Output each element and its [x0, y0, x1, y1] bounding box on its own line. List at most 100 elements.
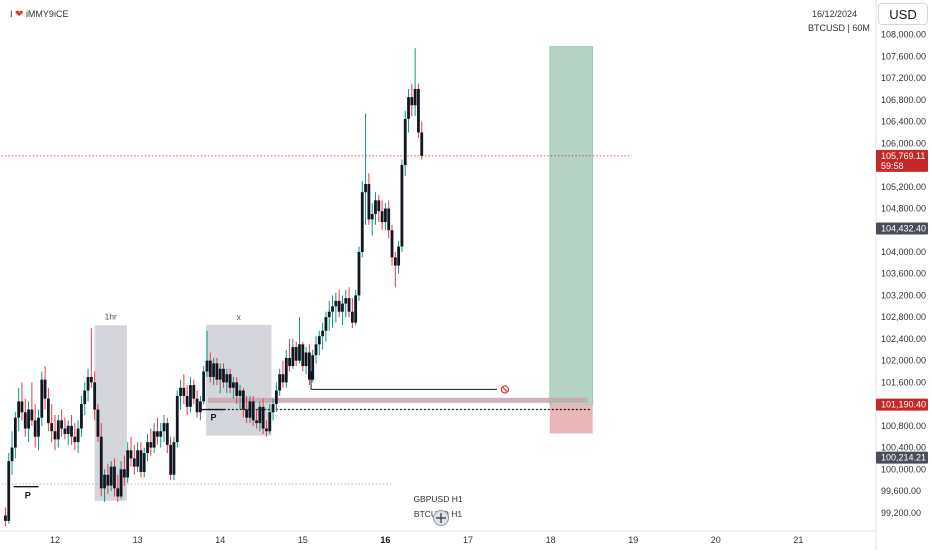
position-tool[interactable] — [549, 46, 594, 434]
candle-body — [255, 420, 258, 424]
candle-body — [113, 466, 116, 489]
candle-body — [281, 374, 285, 383]
currency-button[interactable]: USD — [878, 3, 928, 25]
y-tick-label: 104,800.00 — [881, 204, 926, 214]
candle-body — [86, 376, 90, 391]
candle-body — [185, 395, 189, 407]
price-tag — [876, 398, 928, 411]
candle-body — [238, 390, 242, 396]
candle-body — [182, 387, 186, 396]
candle-body — [268, 412, 272, 432]
candle-body — [311, 355, 315, 380]
candle-body — [291, 347, 295, 367]
candle-body — [139, 450, 143, 473]
candle-body — [169, 444, 173, 475]
candle-body — [374, 200, 377, 214]
candle-body — [377, 200, 381, 212]
annotations-layer: 1hr x P P — [25, 311, 242, 500]
candle-body — [20, 401, 24, 413]
candle-body — [390, 230, 394, 258]
candle-body — [284, 357, 288, 383]
x-tick-label: 12 — [50, 535, 60, 545]
candle-body — [89, 376, 93, 383]
candle-body — [212, 363, 215, 377]
y-tick-label: 102,400.00 — [881, 334, 926, 344]
candle-body — [80, 404, 83, 429]
brand-prefix: I — [10, 9, 13, 19]
candle-body — [274, 390, 278, 405]
x-tick-label: 14 — [215, 535, 225, 545]
candle-body — [93, 382, 97, 410]
x-tick-label: 18 — [546, 535, 556, 545]
candle-body — [198, 401, 202, 413]
y-axis[interactable]: 108,000.00 107,600.00 107,200.00 106,800.00… — [875, 0, 926, 550]
candle-body — [294, 347, 298, 361]
brand-name: iMMY9iCE — [25, 9, 69, 19]
candle-body — [136, 450, 139, 467]
candle-body — [344, 298, 348, 304]
y-tick-label: 106,800.00 — [881, 95, 926, 105]
candle-body — [258, 406, 262, 424]
candle-body — [317, 336, 321, 345]
candle-body — [56, 420, 60, 440]
candle-body — [334, 300, 338, 307]
candle-body — [225, 374, 229, 383]
y-tick-label: 103,600.00 — [881, 269, 926, 279]
y-tick-label: 103,200.00 — [881, 290, 926, 300]
candle-body — [384, 208, 387, 223]
chart-date: 16/12/2024 — [812, 9, 858, 19]
candle-body — [202, 371, 206, 402]
candle-body — [103, 474, 106, 489]
candle-body — [156, 431, 159, 437]
candle-body — [407, 97, 410, 119]
candle-body — [119, 469, 123, 497]
x-tick-label: 15 — [298, 535, 308, 545]
candle-body — [324, 317, 328, 331]
candle-body — [232, 382, 235, 388]
symbol-timeframe: BTCUSD | 60M — [808, 23, 870, 33]
candle-body — [304, 352, 308, 367]
candle-body — [53, 431, 57, 440]
candle-body — [241, 390, 245, 410]
candles-layer — [4, 48, 424, 527]
candle-body — [10, 447, 14, 462]
profit-zone[interactable] — [549, 46, 594, 406]
candle-body — [265, 428, 268, 432]
candle-body — [410, 97, 414, 106]
candle-body — [142, 453, 146, 473]
candle-body — [341, 303, 344, 312]
candle-body — [413, 88, 417, 106]
candle-body — [350, 311, 354, 323]
candle-body — [43, 379, 47, 399]
candle-body — [146, 442, 149, 453]
candle-body — [327, 311, 331, 318]
price-tag-sublabel: 59:58 — [881, 161, 904, 171]
price-tag-label: 105,769.11 — [881, 151, 925, 161]
resistance-band — [207, 397, 588, 403]
candle-body — [420, 132, 424, 156]
price-tag — [876, 149, 928, 172]
candle-body — [314, 344, 318, 356]
candle-body — [192, 385, 196, 399]
candle-body — [172, 442, 176, 475]
candle-body — [149, 442, 153, 448]
zone-label-1hr: 1hr — [105, 311, 117, 321]
candle-body — [347, 298, 351, 312]
candle-body — [40, 379, 44, 418]
zone-label-x: x — [237, 312, 242, 322]
x-tick-label: 17 — [463, 535, 473, 545]
y-tick-label: 104,000.00 — [881, 247, 926, 257]
candle-body — [403, 118, 407, 166]
y-tick-label: 99,600.00 — [881, 486, 921, 496]
candle-body — [23, 412, 27, 429]
x-axis[interactable]: 12 13 14 15 16 17 18 19 20 21 — [0, 530, 876, 545]
candle-body — [278, 374, 282, 391]
x-tick-label: 21 — [793, 535, 803, 545]
candle-body — [288, 357, 291, 367]
candle-body — [321, 330, 325, 337]
candle-body — [76, 428, 80, 443]
candle-body — [30, 409, 34, 421]
